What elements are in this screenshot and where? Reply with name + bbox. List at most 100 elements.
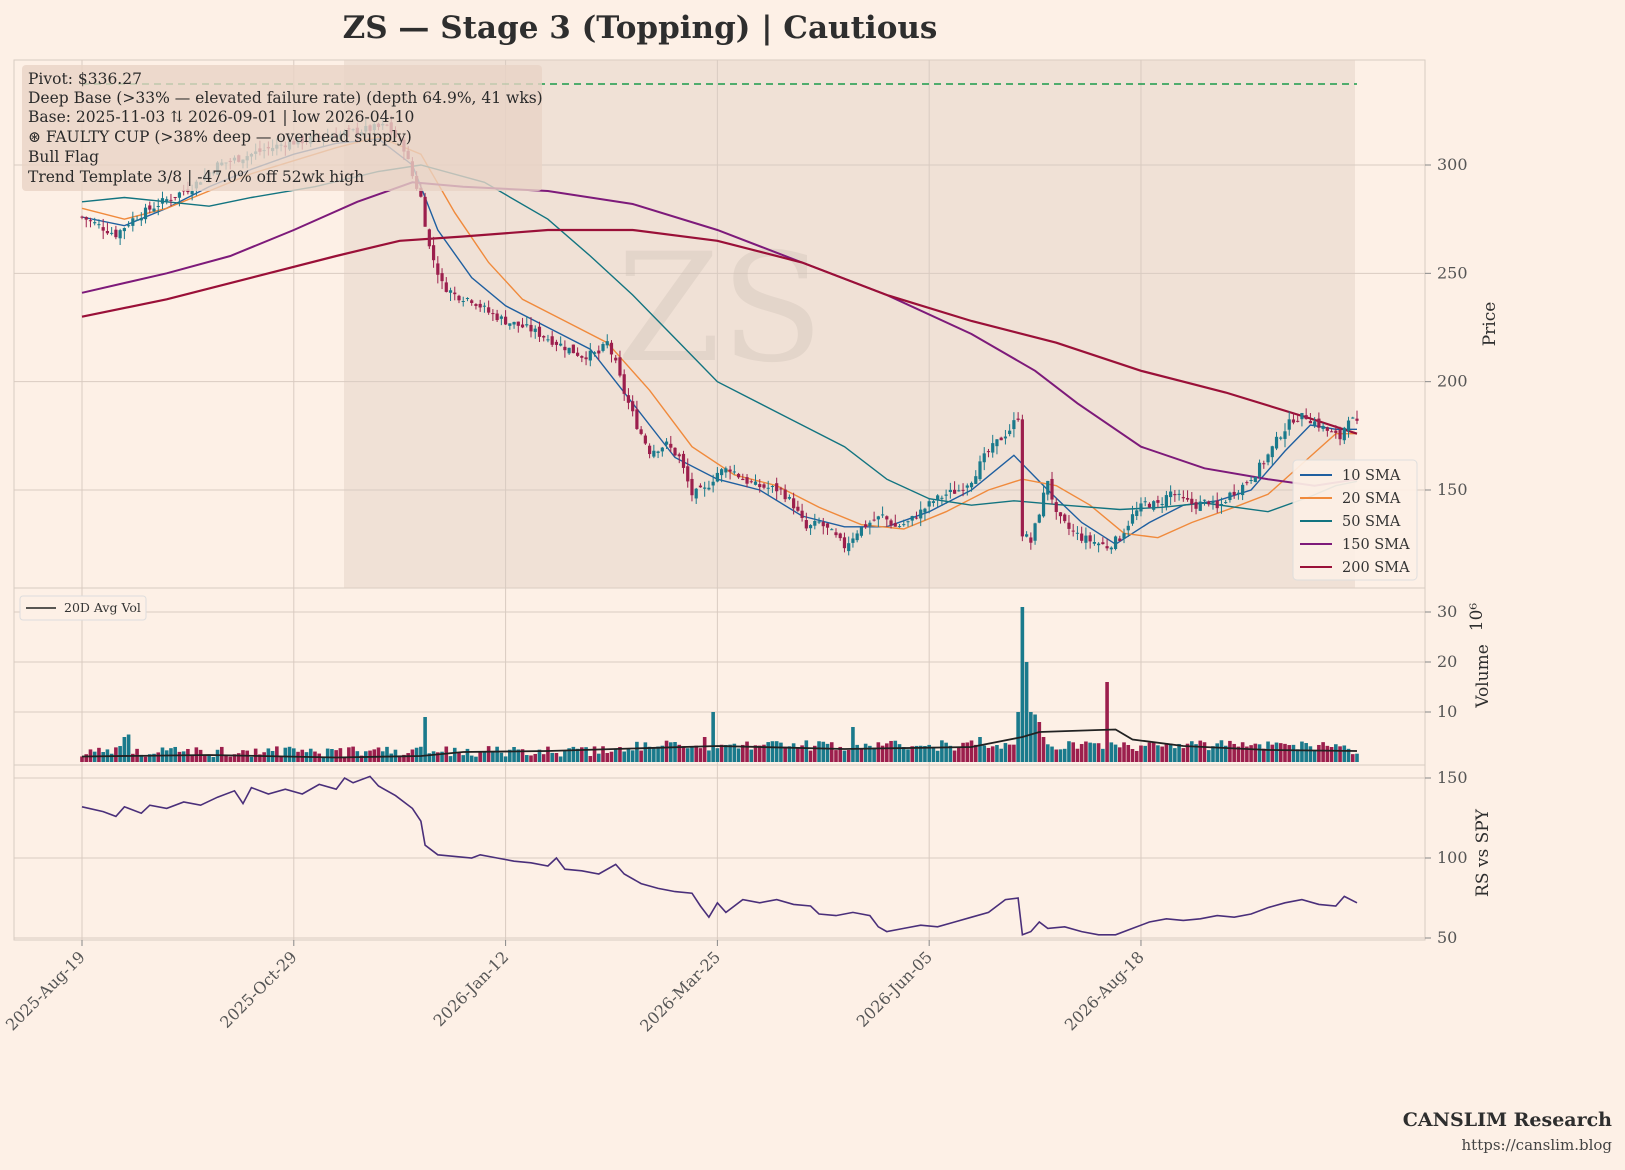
candle-body [1355, 418, 1359, 421]
candle-body [537, 326, 542, 337]
volume-bar [1105, 682, 1109, 762]
candle-body [736, 473, 741, 478]
volume-bar [224, 755, 228, 762]
candle-body [965, 485, 969, 488]
candle-body [1198, 501, 1202, 511]
volume-bar [287, 746, 292, 762]
candle-body [571, 344, 575, 354]
candle-body [1054, 502, 1058, 512]
volume-bar [491, 751, 495, 762]
candle-body [1025, 534, 1029, 537]
volume-bar [719, 744, 724, 762]
volume-bar [228, 756, 233, 762]
candle-body [969, 482, 974, 488]
candle-body [1118, 538, 1122, 541]
candle-body [1317, 418, 1321, 428]
candle-body [1008, 430, 1012, 435]
x-ticks: 2025-Aug-19 2025-Oct-29 2026-Jan-12 2026-Ma… [2, 940, 1148, 1035]
volume-bar [541, 754, 546, 762]
candle-body [673, 447, 677, 456]
candle-body [787, 496, 791, 499]
candle-body [1012, 420, 1016, 430]
candle-body [110, 232, 114, 234]
volume-bar [203, 755, 207, 762]
candle-body [631, 401, 635, 412]
volume-bar [1245, 746, 1249, 762]
volume-bar [580, 747, 584, 762]
volume-bar [914, 745, 919, 762]
candle-body [156, 205, 160, 207]
volume-bar [482, 751, 487, 762]
volume-bar [266, 748, 271, 762]
volume-bar [173, 746, 177, 762]
footer-url: https://canslim.blog [1462, 1136, 1613, 1154]
volume-bar [1003, 743, 1008, 762]
candle-body [804, 520, 808, 529]
candle-body [652, 450, 656, 457]
volume-bar [474, 756, 478, 762]
candle-body [114, 229, 118, 238]
volume-bar [652, 747, 656, 762]
candle-body [1164, 495, 1168, 508]
volume-bar [1054, 749, 1059, 762]
volume-bar [546, 746, 550, 762]
volume-bar [1181, 748, 1186, 762]
volume-bar [1228, 740, 1232, 762]
volume-bar [969, 740, 974, 762]
volume-bar [402, 754, 406, 762]
volume-bar [656, 746, 660, 762]
candle-body [974, 476, 978, 484]
candle-body [173, 197, 177, 199]
volume-bar [1350, 754, 1355, 762]
volume-bar [122, 737, 127, 762]
volume-bar [1295, 749, 1300, 762]
candle-body [948, 489, 952, 492]
volume-bar [923, 746, 927, 762]
volume-bar [774, 741, 779, 762]
volume-bar [1071, 742, 1075, 762]
volume-bar [1223, 745, 1228, 762]
volume-bar [262, 752, 266, 762]
volume-bar [668, 742, 673, 762]
volume-bar [385, 746, 389, 762]
candle-body [1080, 533, 1084, 541]
volume-bar [940, 740, 944, 762]
annotation-line: Bull Flag [28, 148, 99, 166]
candle-body [423, 196, 427, 227]
volume-bar [431, 751, 436, 762]
candle-body [703, 487, 707, 489]
x-tick-label: 2026-Aug-18 [1061, 947, 1148, 1034]
volume-bar [851, 727, 855, 762]
volume-bar [1058, 749, 1063, 762]
candle-body [1313, 421, 1317, 426]
candle-body [1084, 535, 1088, 543]
volume-bar [249, 756, 254, 762]
volume-bar [749, 749, 754, 762]
volume-bar [1160, 746, 1164, 762]
volume-bar [817, 741, 821, 762]
volume-bar [1240, 742, 1245, 762]
ticker-watermark: ZS [617, 222, 824, 396]
candle-body [567, 347, 571, 354]
candle-body [982, 453, 986, 463]
volume-bar [1143, 745, 1148, 762]
volume-bar [584, 747, 588, 762]
candle-body [1152, 501, 1156, 510]
volume-axis-label: Volume [1473, 644, 1493, 709]
candle-body [1325, 427, 1329, 431]
volume-bar [499, 752, 504, 762]
candle-body [656, 451, 660, 453]
volume-bar [1325, 745, 1330, 762]
volume-bar [842, 750, 847, 762]
candle-body [1071, 530, 1075, 532]
volume-bar [647, 746, 652, 762]
candle-body [529, 324, 533, 332]
legend-label: 150 SMA [1342, 537, 1410, 553]
candle-body [1351, 417, 1355, 419]
volume-bar [1312, 750, 1317, 762]
candle-body [1346, 420, 1351, 431]
volume-bar [796, 747, 800, 762]
candle-body [1300, 412, 1304, 420]
candle-body [614, 357, 618, 361]
